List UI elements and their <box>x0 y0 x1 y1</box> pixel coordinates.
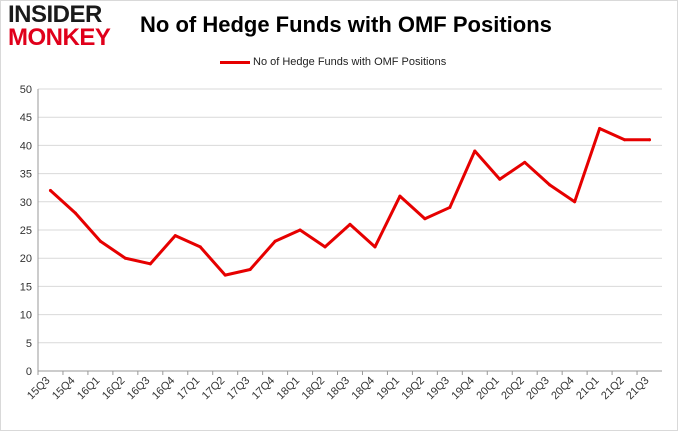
data-point-16Q1 <box>98 239 102 243</box>
x-tick-label-17Q1: 17Q1 <box>175 375 203 403</box>
chart-title: No of Hedge Funds with OMF Positions <box>140 12 552 37</box>
x-tick-label-16Q1: 16Q1 <box>75 375 103 403</box>
y-tick-label-15: 15 <box>20 281 32 293</box>
x-tick-label-20Q3: 20Q3 <box>524 375 552 403</box>
x-tick-label-19Q4: 19Q4 <box>449 375 477 403</box>
x-tick-label-15Q4: 15Q4 <box>50 375 78 403</box>
data-point-21Q2 <box>623 138 627 142</box>
data-point-19Q3 <box>448 205 452 209</box>
data-point-16Q3 <box>148 262 152 266</box>
data-point-20Q4 <box>573 200 577 204</box>
x-tick-label-21Q2: 21Q2 <box>599 375 627 403</box>
x-tick-label-19Q3: 19Q3 <box>424 375 452 403</box>
data-point-19Q2 <box>423 217 427 221</box>
legend-swatch <box>220 60 250 64</box>
legend-label: No of Hedge Funds with OMF Positions <box>253 56 447 68</box>
x-tick-label-18Q4: 18Q4 <box>350 375 378 403</box>
y-tick-label-5: 5 <box>26 338 32 350</box>
x-tick-label-18Q1: 18Q1 <box>275 375 303 403</box>
logo-line-insider: INSIDER <box>8 1 102 28</box>
data-point-18Q4 <box>373 245 377 249</box>
x-tick-label-20Q4: 20Q4 <box>549 375 577 403</box>
data-point-15Q4 <box>73 211 77 215</box>
data-point-17Q4 <box>273 239 277 243</box>
y-tick-label-45: 45 <box>20 112 32 124</box>
data-point-18Q2 <box>323 245 327 249</box>
logo-line-monkey: MONKEY <box>8 23 111 51</box>
y-tick-label-30: 30 <box>20 197 32 209</box>
data-point-21Q3 <box>648 138 652 142</box>
data-point-20Q2 <box>523 160 527 164</box>
insider-monkey-logo: INSIDER MONKEY <box>8 1 128 51</box>
data-point-20Q3 <box>548 183 552 187</box>
x-tick-label-17Q2: 17Q2 <box>200 375 228 403</box>
data-point-19Q1 <box>398 194 402 198</box>
data-point-15Q3 <box>48 189 52 193</box>
y-tick-label-50: 50 <box>20 84 32 96</box>
data-point-16Q2 <box>123 256 127 260</box>
y-tick-label-0: 0 <box>26 366 32 378</box>
chart-legend: No of Hedge Funds with OMF Positions <box>220 54 446 70</box>
x-tick-label-16Q3: 16Q3 <box>125 375 153 403</box>
y-tick-label-25: 25 <box>20 225 32 237</box>
data-point-16Q4 <box>173 234 177 238</box>
x-tick-label-17Q4: 17Q4 <box>250 375 278 403</box>
x-tick-label-19Q1: 19Q1 <box>375 375 403 403</box>
x-tick-label-18Q2: 18Q2 <box>300 375 328 403</box>
data-point-21Q1 <box>598 126 602 130</box>
x-tick-label-19Q2: 19Q2 <box>399 375 427 403</box>
data-point-18Q1 <box>298 228 302 232</box>
data-point-17Q1 <box>198 245 202 249</box>
x-tick-label-16Q2: 16Q2 <box>100 375 128 403</box>
data-point-19Q4 <box>473 149 477 153</box>
x-tick-label-16Q4: 16Q4 <box>150 375 178 403</box>
y-tick-label-35: 35 <box>20 169 32 181</box>
data-point-18Q3 <box>348 222 352 226</box>
y-tick-label-10: 10 <box>20 310 32 322</box>
data-point-17Q2 <box>223 273 227 277</box>
data-point-20Q1 <box>498 177 502 181</box>
x-tick-label-21Q3: 21Q3 <box>624 375 652 403</box>
x-tick-label-17Q3: 17Q3 <box>225 375 253 403</box>
x-tick-label-18Q3: 18Q3 <box>325 375 353 403</box>
y-tick-label-20: 20 <box>20 253 32 265</box>
data-point-17Q3 <box>248 267 252 271</box>
x-tick-label-21Q1: 21Q1 <box>574 375 602 403</box>
y-tick-label-40: 40 <box>20 140 32 152</box>
x-tick-label-15Q3: 15Q3 <box>25 375 53 403</box>
x-tick-label-20Q1: 20Q1 <box>474 375 502 403</box>
x-tick-label-20Q2: 20Q2 <box>499 375 527 403</box>
